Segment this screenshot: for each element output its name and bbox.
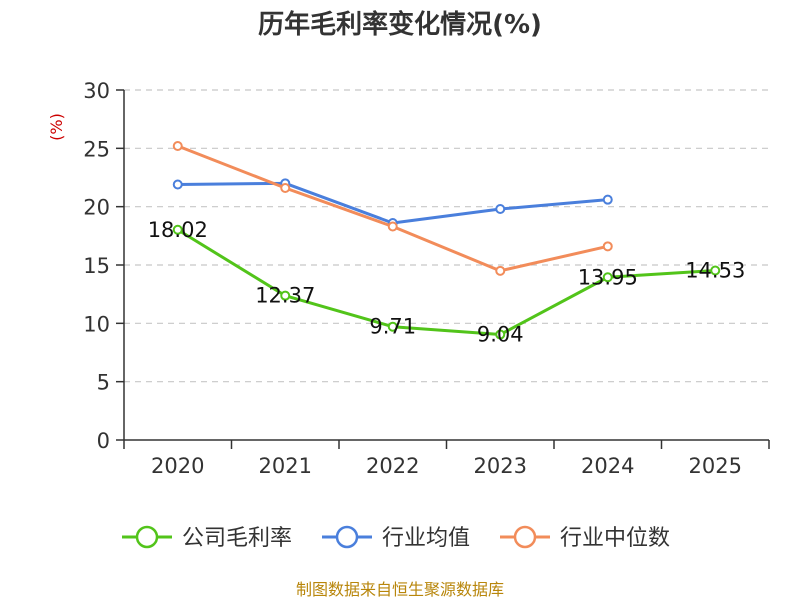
legend[interactable]: 公司毛利率 行业均值 行业中位数 — [122, 525, 670, 551]
x-tick-label-2021: 2021 — [259, 454, 312, 478]
data-label-2025: 14.53 — [685, 258, 745, 282]
y-tick-label-10: 10 — [83, 312, 110, 336]
x-tick-label-2024: 2024 — [581, 454, 634, 478]
data-label-2022: 9.71 — [369, 315, 416, 339]
point-0-2025[interactable] — [710, 265, 721, 276]
series-line-1 — [177, 181, 608, 225]
point-2-2024[interactable] — [602, 241, 613, 252]
point-0-2023[interactable] — [495, 329, 506, 340]
series-line-0 — [176, 228, 716, 337]
x-tick-label-2025: 2025 — [689, 454, 742, 478]
data-label-2023: 9.04 — [477, 323, 524, 347]
point-2-2020[interactable] — [172, 141, 183, 151]
y-tick-label-30: 30 — [83, 79, 110, 103]
legend-marker-1 — [335, 525, 359, 549]
legend-label-1: 行业均值 — [382, 526, 470, 551]
y-axis-unit: (%) — [47, 113, 66, 141]
point-2-2021[interactable] — [280, 183, 291, 193]
point-0-2022[interactable] — [387, 321, 398, 332]
point-1-2024[interactable] — [602, 194, 613, 205]
series-lines — [172, 141, 721, 340]
y-tick-label-20: 20 — [83, 196, 110, 220]
x-tick-label-2023: 2023 — [474, 454, 527, 478]
point-2-2023[interactable] — [495, 265, 506, 276]
y-tick-label-25: 25 — [83, 137, 110, 161]
y-tick-label-5: 5 — [97, 371, 110, 395]
y-tick-label-0: 0 — [97, 429, 110, 453]
legend-item-1[interactable]: 行业均值 — [322, 525, 470, 551]
point-1-2020[interactable] — [172, 179, 183, 190]
data-label-2021: 12.37 — [255, 284, 315, 308]
x-tick-label-2020: 2020 — [151, 454, 204, 478]
point-0-2020[interactable] — [172, 224, 183, 235]
point-2-2022[interactable] — [387, 221, 398, 232]
legend-label-0: 公司毛利率 — [182, 526, 292, 551]
series-line-2 — [177, 144, 609, 273]
grid-lines — [124, 89, 769, 383]
data-labels: 18.02 12.37 9.71 9.04 13.95 14.53 — [148, 218, 746, 347]
source-note: 制图数据来自恒生聚源数据库 — [296, 580, 504, 599]
legend-marker-2 — [513, 525, 537, 549]
data-label-2020: 18.02 — [148, 218, 208, 242]
point-0-2024[interactable] — [602, 272, 613, 283]
point-0-2021[interactable] — [280, 290, 291, 301]
legend-item-0[interactable]: 公司毛利率 — [122, 525, 292, 551]
legend-marker-0 — [135, 525, 159, 549]
x-tick-label-2022: 2022 — [366, 454, 419, 478]
legend-label-2: 行业中位数 — [560, 526, 670, 551]
chart-title: 历年毛利率变化情况(%) — [258, 9, 542, 40]
point-1-2023[interactable] — [495, 204, 506, 214]
data-label-2024: 13.95 — [578, 265, 638, 289]
y-tick-label-15: 15 — [83, 254, 110, 278]
legend-item-2[interactable]: 行业中位数 — [500, 525, 670, 551]
